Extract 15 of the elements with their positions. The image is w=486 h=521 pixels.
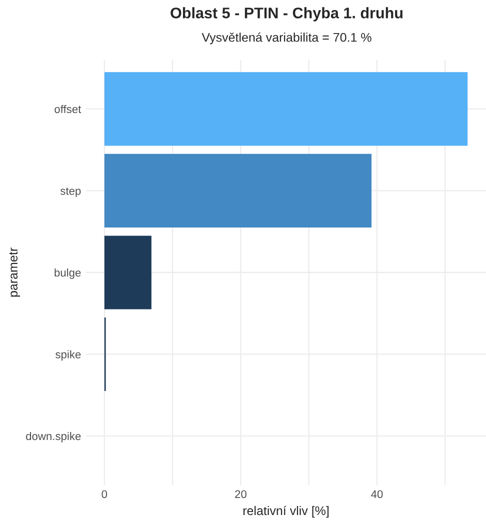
chart-subtitle: Vysvětlená variabilita = 70.1 % [202, 32, 372, 44]
x-tick-label: 20 [235, 490, 246, 498]
bar [104, 72, 468, 146]
bar [104, 236, 152, 310]
y-tick-label: spike [56, 350, 81, 361]
y-tick-label: down.spike [26, 432, 81, 442]
y-tick-label: offset [54, 104, 82, 114]
x-tick-label: 40 [371, 490, 383, 498]
chart-title: Oblast 5 - PTIN - Chyba 1. druhu [170, 7, 402, 22]
y-tick-label: step [60, 188, 81, 198]
y-tick-label: bulge [54, 268, 81, 279]
x-axis-title: relativní vliv [%] [243, 506, 329, 518]
x-tick-label: 0 [102, 490, 108, 498]
y-axis-title: parametr [9, 248, 20, 297]
bar [104, 154, 372, 228]
